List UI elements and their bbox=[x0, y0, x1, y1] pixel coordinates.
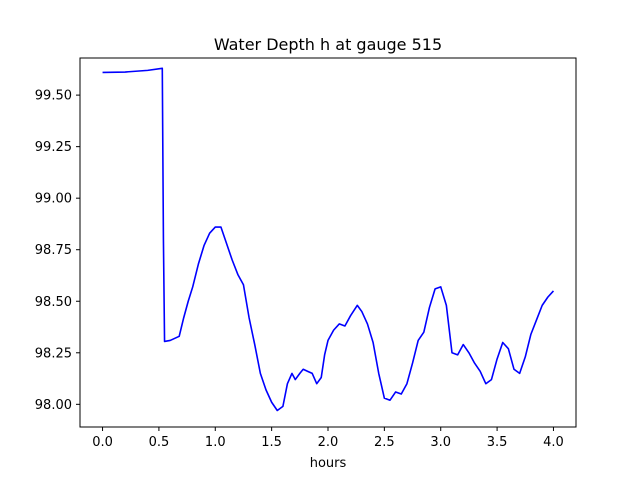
axes-frame bbox=[79, 57, 577, 428]
y-tick-label: 99.50 bbox=[35, 89, 72, 104]
x-tick-label: 1.0 bbox=[205, 435, 226, 450]
x-axis-ticks: 0.0 0.5 1.0 1.5 2.0 2.5 3.0 3.5 4.0 bbox=[92, 427, 564, 450]
plot-area bbox=[102, 67, 555, 412]
y-tick-label: 98.50 bbox=[35, 295, 72, 310]
x-tick-label: 0.0 bbox=[92, 435, 113, 450]
x-tick-label: 3.0 bbox=[430, 435, 451, 450]
y-tick-label: 98.00 bbox=[35, 398, 72, 413]
chart-title: Water Depth h at gauge 515 bbox=[214, 35, 442, 54]
y-tick-label: 98.75 bbox=[35, 243, 72, 258]
x-tick-label: 1.5 bbox=[261, 435, 282, 450]
x-axis-label: hours bbox=[310, 456, 347, 471]
x-tick-label: 3.5 bbox=[487, 435, 508, 450]
x-tick-label: 2.0 bbox=[318, 435, 339, 450]
y-tick-label: 99.25 bbox=[35, 140, 72, 155]
y-axis-ticks: 98.00 98.25 98.50 98.75 99.00 99.25 99.50 bbox=[35, 89, 80, 413]
x-tick-label: 4.0 bbox=[543, 435, 564, 450]
y-tick-label: 99.00 bbox=[35, 192, 72, 207]
x-tick-label: 0.5 bbox=[149, 435, 170, 450]
x-tick-label: 2.5 bbox=[374, 435, 395, 450]
y-tick-label: 98.25 bbox=[35, 346, 72, 361]
series-line bbox=[102, 67, 555, 412]
